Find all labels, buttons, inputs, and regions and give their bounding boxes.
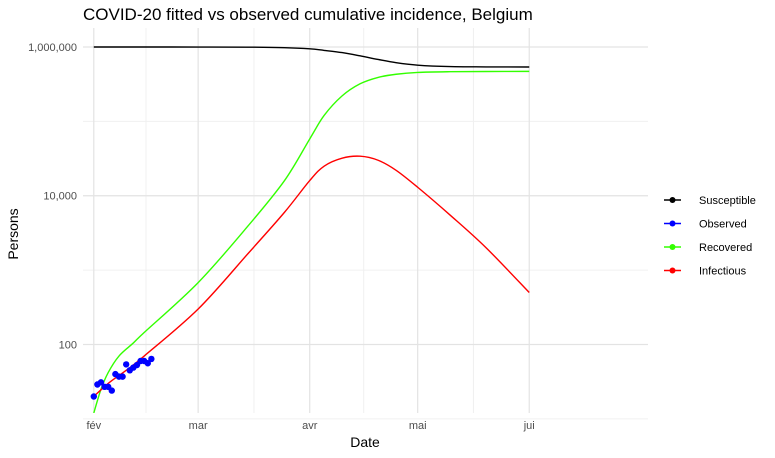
x-tick-label: mar [189, 420, 208, 432]
x-tick-label: fév [86, 420, 101, 432]
series-line-recovered [93, 70, 530, 413]
series-line-infectious [93, 155, 530, 398]
x-axis: fév mar avr mai jui [86, 420, 534, 432]
legend-key-point [669, 220, 676, 227]
x-tick-label: avr [302, 420, 318, 432]
legend-item-recovered: Recovered [664, 242, 752, 254]
grid [83, 28, 648, 420]
legend-label: Observed [699, 219, 747, 231]
observed-point [144, 360, 151, 367]
observed-point [97, 379, 105, 386]
observed-point [122, 361, 130, 368]
legend-key-point [669, 244, 676, 250]
y-tick-label: 100 [59, 340, 77, 352]
observed-point [148, 355, 155, 363]
x-tick-label: jui [523, 420, 535, 432]
observed-point [108, 387, 115, 394]
observed-point [119, 373, 126, 380]
y-tick-label: 10,000 [43, 191, 77, 203]
legend-item-observed: Observed [664, 219, 747, 231]
legend-label: Recovered [699, 242, 752, 254]
series-layer [90, 46, 530, 413]
chart-title: COVID-20 fitted vs observed cumulative i… [83, 5, 533, 24]
legend-key-point [669, 267, 676, 274]
legend-item-infectious: Infectious [664, 266, 747, 278]
y-tick-label: 1,000,000 [28, 42, 77, 54]
legend: Susceptible Observed Recovered Infectious [664, 195, 756, 278]
legend-label: Susceptible [699, 195, 756, 207]
x-axis-title: Date [350, 434, 380, 450]
x-tick-label: mai [409, 420, 427, 432]
legend-key-point [669, 197, 676, 203]
series-line-susceptible [93, 46, 530, 68]
y-axis: 100 10,000 1,000,000 [28, 42, 77, 352]
legend-item-susceptible: Susceptible [664, 195, 756, 207]
y-axis-title: Persons [5, 208, 21, 259]
legend-label: Infectious [699, 266, 747, 278]
observed-point [90, 393, 97, 400]
